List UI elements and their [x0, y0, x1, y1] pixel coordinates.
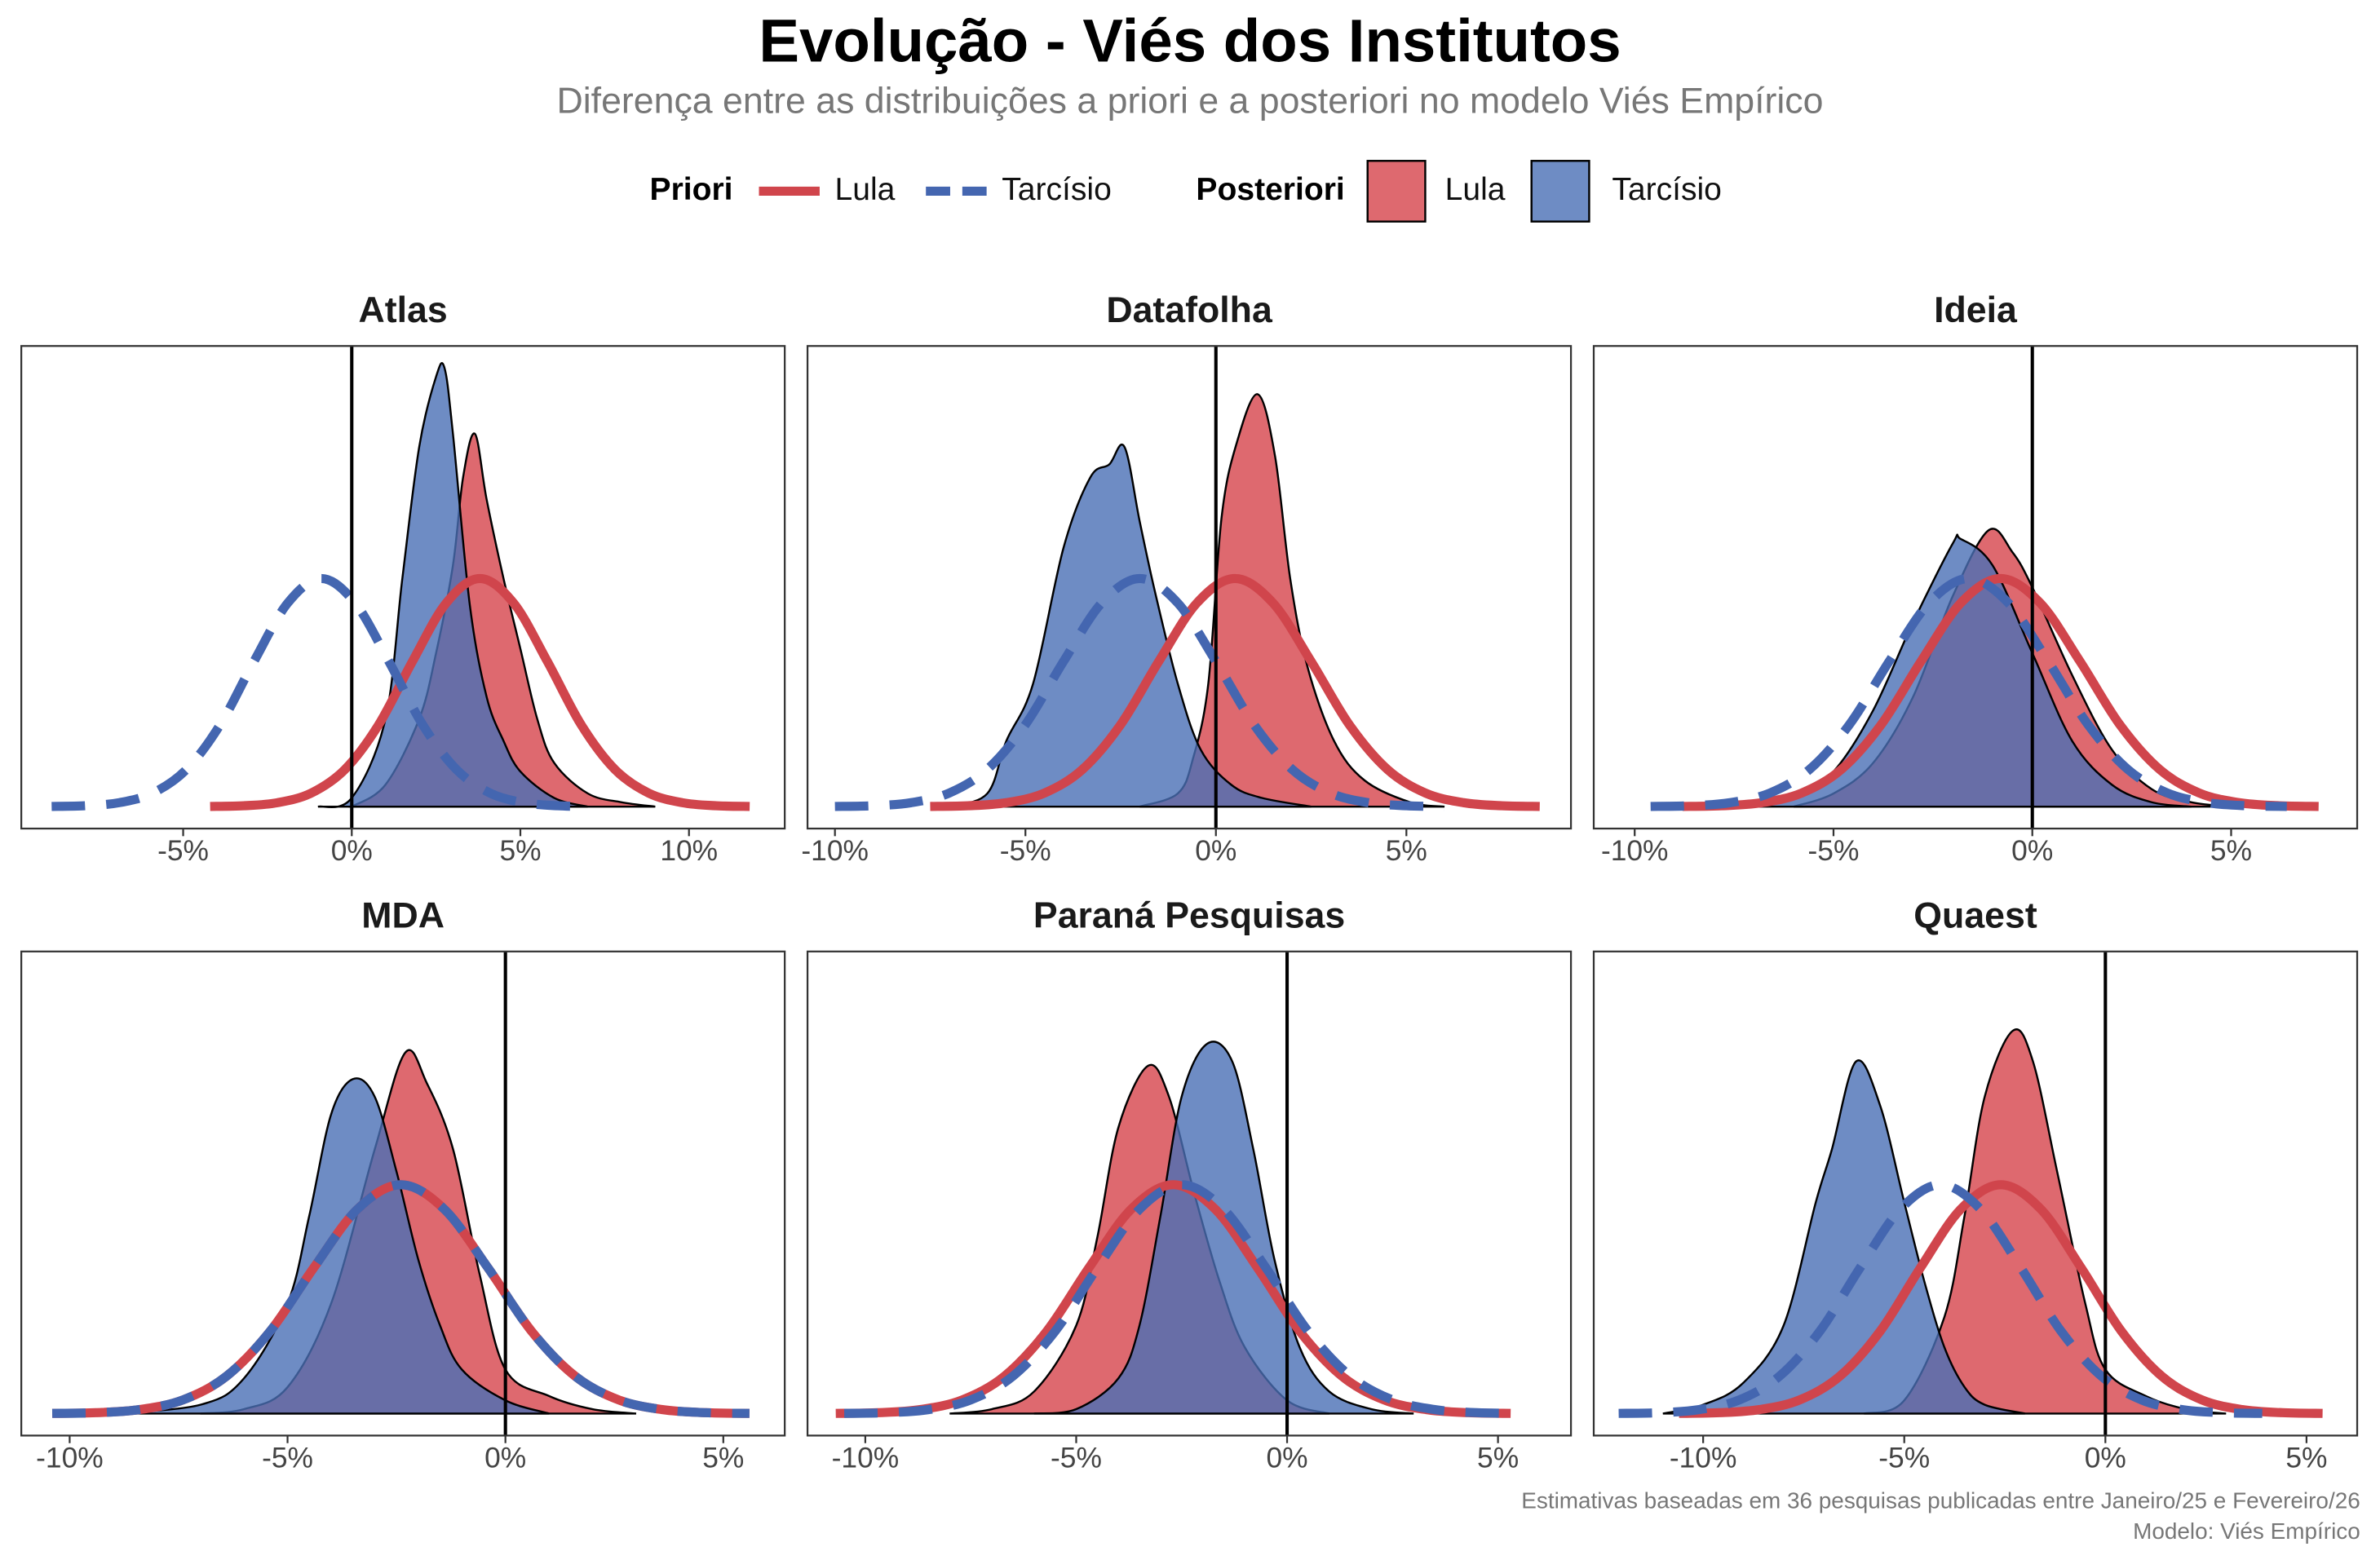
facet-title: Quaest — [1913, 896, 2037, 936]
prior-density — [834, 573, 1445, 811]
posterior-density — [317, 361, 588, 809]
x-tick-label: -10% — [1601, 835, 1669, 867]
legend-label: Lula — [835, 172, 896, 207]
prior-density — [1682, 573, 2319, 811]
x-tick-label: 5% — [1477, 1443, 1519, 1474]
legend-label: Tarcísio — [1002, 172, 1112, 207]
facet-title: Atlas — [359, 290, 448, 330]
x-tick-label: -5% — [1808, 835, 1860, 867]
prior-density — [210, 573, 750, 811]
plot-area — [834, 393, 1540, 811]
legend-title: Priori — [650, 172, 733, 207]
x-tick-label: 0% — [2011, 835, 2053, 867]
facet-title: Datafolha — [1106, 290, 1273, 330]
plot-area — [51, 1049, 750, 1418]
posterior-density — [1864, 1028, 2227, 1415]
posterior-density — [1033, 1041, 1414, 1415]
x-tick-label: 0% — [331, 835, 373, 867]
posterior-density — [949, 444, 1312, 808]
plot-area — [1618, 1028, 2323, 1418]
x-tick-label: 5% — [499, 835, 541, 867]
legend-title: Posteriori — [1196, 172, 1344, 207]
legend-label: Tarcísio — [1612, 172, 1722, 207]
x-tick-label: 5% — [702, 1443, 744, 1474]
panel-border — [1592, 950, 2359, 1437]
x-tick-label: -5% — [1000, 835, 1051, 867]
panel-border — [1592, 345, 2359, 830]
plot-area — [51, 361, 750, 811]
chart-title: Evolução - Viés dos Institutos — [759, 7, 1621, 74]
x-tick-label: -10% — [1670, 1443, 1737, 1474]
posterior-density — [1754, 533, 2192, 808]
x-tick-label: 0% — [484, 1443, 526, 1474]
x-tick-label: 10% — [660, 835, 718, 867]
panel-border — [806, 345, 1573, 830]
plot-area — [835, 1041, 1520, 1418]
facet-title: Ideia — [1934, 290, 2018, 330]
legend-key — [1530, 160, 1590, 223]
facet-title: MDA — [361, 896, 445, 936]
x-tick-label: -5% — [157, 835, 209, 867]
legend-key — [1366, 160, 1427, 223]
x-tick-label: -10% — [832, 1443, 900, 1474]
chart-subtitle: Diferença entre as distribuições a prior… — [557, 81, 1824, 121]
facet-title: Paraná Pesquisas — [1033, 896, 1345, 936]
x-tick-label: 5% — [2210, 835, 2252, 867]
x-tick-label: -10% — [36, 1443, 104, 1474]
x-tick-label: -10% — [801, 835, 869, 867]
prior-density — [930, 573, 1540, 811]
prior-density — [51, 573, 591, 811]
x-tick-label: 0% — [2085, 1443, 2126, 1474]
caption: Estimativas baseadas em 36 pesquisas pub… — [1521, 1488, 2360, 1514]
panel-border — [20, 345, 786, 830]
prior-density — [1679, 1180, 2323, 1418]
x-tick-label: 0% — [1267, 1443, 1308, 1474]
prior-density — [1618, 1180, 2263, 1418]
posterior-density — [1662, 1059, 2025, 1415]
x-tick-label: -5% — [1878, 1443, 1930, 1474]
x-tick-label: 5% — [2285, 1443, 2327, 1474]
prior-density — [51, 1180, 750, 1418]
x-tick-label: 5% — [1386, 835, 1427, 867]
plot-area — [1650, 528, 2319, 811]
panel-border — [20, 950, 786, 1437]
x-tick-label: 0% — [1195, 835, 1236, 867]
prior-density — [1650, 573, 2287, 811]
legend-label: Lula — [1445, 172, 1506, 207]
panel-border — [806, 950, 1573, 1437]
x-tick-label: -5% — [262, 1443, 313, 1474]
x-tick-label: -5% — [1051, 1443, 1102, 1474]
prior-density — [843, 1180, 1520, 1418]
caption: Modelo: Viés Empírico — [2133, 1518, 2360, 1544]
